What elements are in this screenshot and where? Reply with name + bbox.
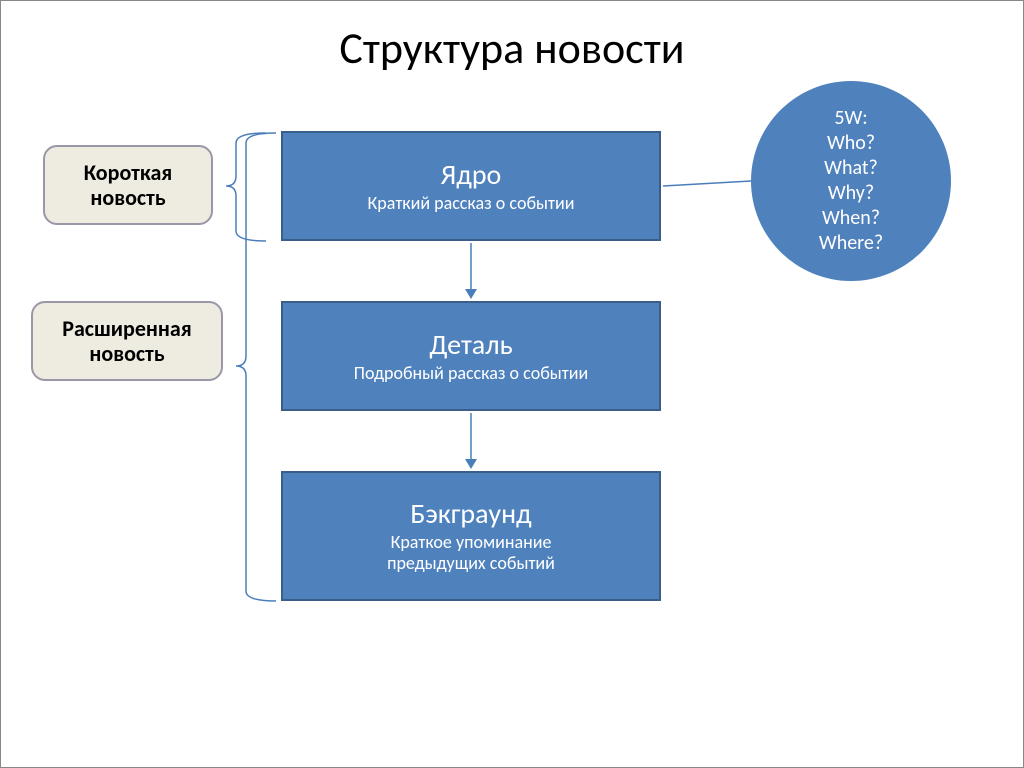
short-news-line1: Короткая	[84, 160, 173, 185]
5w-line-4: When?	[819, 206, 883, 231]
detail-box: Деталь Подробный рассказ о событии	[281, 301, 661, 411]
background-subtitle-2: предыдущих событий	[387, 553, 555, 574]
extended-news-line2: новость	[62, 341, 192, 366]
extended-news-box: Расширенная новость	[31, 301, 223, 381]
slide-title: Структура новости	[1, 21, 1023, 75]
connector-core-to-5w	[661, 179, 753, 188]
core-box: Ядро Краткий рассказ о событии	[281, 131, 661, 241]
background-box: Бэкграунд Краткое упоминание предыдущих …	[281, 471, 661, 601]
five-w-circle: 5W: Who? What? Why? When? Where?	[751, 81, 951, 281]
arrow-detail-to-background	[459, 413, 483, 473]
5w-line-1: Who?	[819, 131, 883, 156]
detail-subtitle: Подробный рассказ о событии	[354, 363, 588, 384]
detail-title: Деталь	[429, 329, 512, 361]
background-title: Бэкграунд	[410, 498, 531, 530]
bracket-extended	[236, 131, 280, 605]
extended-news-line1: Расширенная	[62, 316, 192, 341]
5w-line-3: Why?	[819, 181, 883, 206]
core-title: Ядро	[441, 159, 502, 191]
short-news-box: Короткая новость	[43, 145, 213, 225]
background-subtitle-1: Краткое упоминание	[391, 532, 552, 553]
short-news-line2: новость	[84, 185, 173, 210]
arrow-core-to-detail	[459, 243, 483, 303]
slide: Структура новости Короткая новость Расши…	[0, 0, 1024, 768]
5w-line-2: What?	[819, 156, 883, 181]
5w-line-0: 5W:	[819, 106, 883, 131]
5w-line-5: Where?	[819, 231, 883, 256]
core-subtitle: Краткий рассказ о событии	[368, 193, 575, 214]
